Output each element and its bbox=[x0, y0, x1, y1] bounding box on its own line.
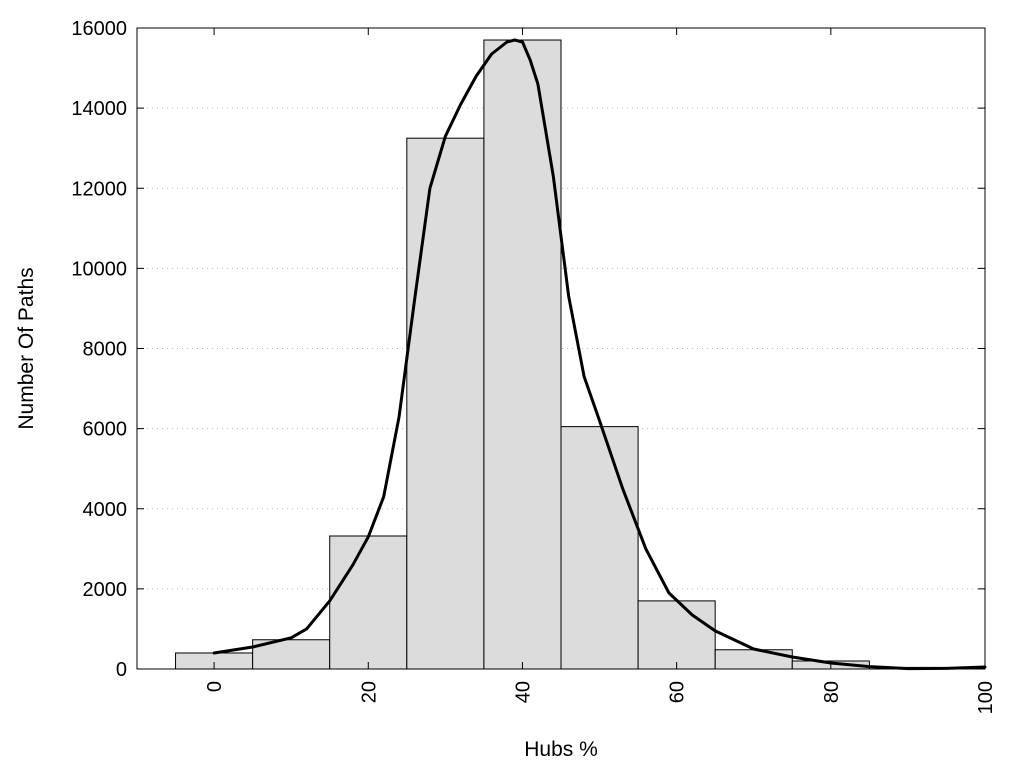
bars-layer bbox=[175, 39, 947, 670]
density-curve bbox=[212, 38, 987, 671]
y-tick-label: 0 bbox=[116, 659, 127, 681]
y-tick-label: 6000 bbox=[83, 419, 128, 441]
histogram-bar bbox=[329, 535, 408, 670]
histogram-bar bbox=[637, 600, 716, 670]
x-tick-label: 100 bbox=[975, 681, 997, 714]
histogram-bar bbox=[483, 39, 562, 670]
y-axis-title: Number Of Paths bbox=[15, 267, 38, 429]
curve-layer bbox=[212, 38, 987, 671]
x-axis-title: Hubs % bbox=[524, 738, 598, 761]
histogram-bar bbox=[714, 649, 793, 670]
x-tick-label: 0 bbox=[204, 681, 226, 692]
y-tick-label: 10000 bbox=[71, 258, 127, 280]
x-tick-label: 80 bbox=[821, 681, 843, 703]
labels-layer: 0 2000 4000 6000 8000 10000 12000 14000 16000 0 20… bbox=[71, 18, 997, 714]
y-tick-label: 2000 bbox=[83, 579, 128, 601]
histogram-bar bbox=[560, 426, 639, 670]
y-tick-label: 12000 bbox=[71, 178, 127, 200]
y-tick-label: 14000 bbox=[71, 98, 127, 120]
histogram-bar bbox=[406, 137, 485, 670]
y-tick-label: 4000 bbox=[83, 499, 128, 521]
x-tick-label: 20 bbox=[358, 681, 380, 703]
y-tick-label: 8000 bbox=[83, 339, 128, 361]
x-tick-label: 60 bbox=[667, 681, 689, 703]
ticks-layer bbox=[137, 27, 986, 670]
y-tick-label: 16000 bbox=[71, 18, 127, 40]
x-tick-label: 40 bbox=[512, 681, 534, 703]
